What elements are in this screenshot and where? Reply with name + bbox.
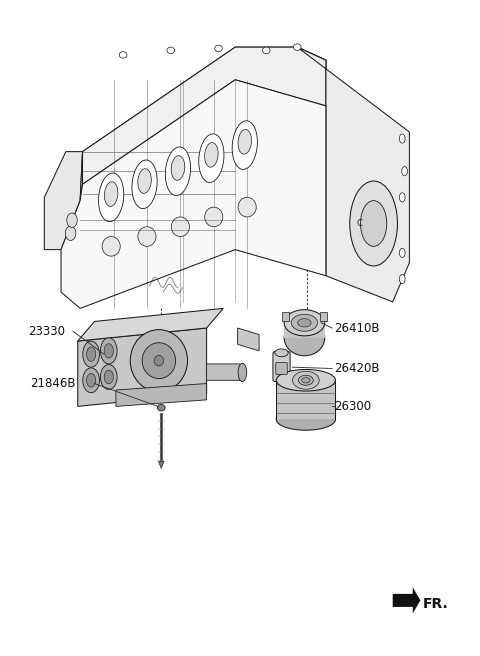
Polygon shape <box>206 364 242 380</box>
Text: 26410B: 26410B <box>335 321 380 335</box>
Polygon shape <box>297 47 409 302</box>
Ellipse shape <box>130 329 188 392</box>
Text: 26420B: 26420B <box>335 362 380 375</box>
Ellipse shape <box>142 342 176 379</box>
FancyBboxPatch shape <box>273 352 290 382</box>
Ellipse shape <box>284 320 324 356</box>
Ellipse shape <box>167 47 175 54</box>
Text: 21846B: 21846B <box>30 377 75 390</box>
Ellipse shape <box>402 167 408 176</box>
Ellipse shape <box>263 47 270 54</box>
Ellipse shape <box>232 121 257 169</box>
Ellipse shape <box>399 193 405 202</box>
Ellipse shape <box>302 378 310 383</box>
FancyBboxPatch shape <box>276 363 287 375</box>
Ellipse shape <box>138 169 151 194</box>
Ellipse shape <box>104 344 113 358</box>
Ellipse shape <box>104 370 113 384</box>
Ellipse shape <box>132 160 157 209</box>
Polygon shape <box>78 308 223 341</box>
Ellipse shape <box>157 405 165 411</box>
Polygon shape <box>281 312 289 321</box>
Ellipse shape <box>399 249 405 257</box>
Ellipse shape <box>399 134 405 143</box>
Polygon shape <box>320 312 327 321</box>
Ellipse shape <box>299 375 313 385</box>
Ellipse shape <box>65 226 76 241</box>
Bar <box>284 323 325 338</box>
Ellipse shape <box>83 341 99 367</box>
Ellipse shape <box>119 52 127 58</box>
Ellipse shape <box>215 45 222 52</box>
Ellipse shape <box>238 363 247 382</box>
Polygon shape <box>158 461 164 468</box>
Ellipse shape <box>171 155 185 180</box>
Ellipse shape <box>171 217 190 237</box>
Ellipse shape <box>100 365 117 390</box>
Ellipse shape <box>204 207 223 227</box>
Text: FR.: FR. <box>422 598 448 611</box>
Ellipse shape <box>292 371 319 389</box>
Ellipse shape <box>83 368 99 393</box>
Ellipse shape <box>276 409 336 430</box>
Text: 23330: 23330 <box>28 325 65 338</box>
Polygon shape <box>238 328 259 351</box>
Polygon shape <box>44 152 83 250</box>
Ellipse shape <box>238 129 252 154</box>
Ellipse shape <box>238 197 256 217</box>
Ellipse shape <box>276 369 336 391</box>
Ellipse shape <box>98 173 124 222</box>
Ellipse shape <box>104 182 118 207</box>
Ellipse shape <box>100 338 117 364</box>
Ellipse shape <box>204 142 218 167</box>
Polygon shape <box>116 384 206 406</box>
Ellipse shape <box>399 274 405 283</box>
Ellipse shape <box>291 314 318 331</box>
Ellipse shape <box>154 356 164 366</box>
Ellipse shape <box>86 373 96 387</box>
Ellipse shape <box>67 213 77 228</box>
Ellipse shape <box>102 237 120 256</box>
Ellipse shape <box>165 147 191 195</box>
Ellipse shape <box>86 347 96 361</box>
Ellipse shape <box>293 44 301 51</box>
Polygon shape <box>80 47 326 201</box>
Polygon shape <box>393 587 420 613</box>
Ellipse shape <box>284 310 324 336</box>
Text: C: C <box>356 219 362 228</box>
Polygon shape <box>78 328 206 406</box>
Ellipse shape <box>199 134 224 182</box>
Ellipse shape <box>275 349 288 357</box>
Ellipse shape <box>138 227 156 247</box>
Polygon shape <box>83 47 326 184</box>
Polygon shape <box>61 80 326 308</box>
Ellipse shape <box>350 181 397 266</box>
Bar <box>276 380 336 419</box>
Text: 26300: 26300 <box>335 400 372 413</box>
Ellipse shape <box>360 201 387 247</box>
Ellipse shape <box>298 319 311 327</box>
